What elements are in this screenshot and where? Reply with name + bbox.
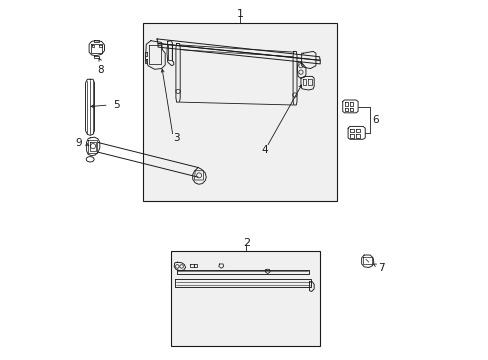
Bar	[171, 251, 319, 346]
Text: 3: 3	[173, 133, 180, 143]
Text: 2: 2	[242, 238, 249, 248]
Text: 5: 5	[113, 100, 120, 110]
Bar	[142, 23, 337, 202]
Text: 4: 4	[262, 145, 268, 155]
Text: 7: 7	[378, 262, 384, 273]
Text: 6: 6	[372, 115, 378, 125]
Text: 1: 1	[236, 9, 243, 19]
Text: 9: 9	[76, 138, 82, 148]
Text: 8: 8	[98, 65, 104, 75]
